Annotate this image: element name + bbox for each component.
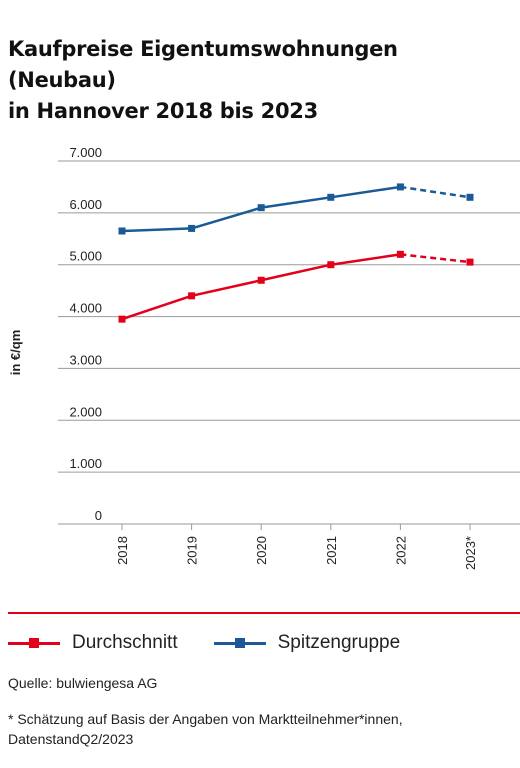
y-tick-label: 3.000	[69, 352, 102, 367]
data-point-spitzengruppe	[396, 183, 404, 191]
data-point-durchschnitt	[327, 261, 335, 269]
x-tick-label: 2018	[115, 536, 130, 565]
x-tick-label: 2020	[254, 536, 269, 565]
data-point-durchschnitt	[466, 258, 474, 266]
source-note: Quelle: bulwiengesa AG	[8, 675, 158, 691]
series-line-estimate-durchschnitt	[400, 253, 471, 264]
series-line-durchschnitt	[121, 253, 401, 321]
y-tick-label: 0	[95, 508, 102, 523]
legend-item-durchschnitt: Durchschnitt	[8, 632, 178, 654]
y-axis-label: in €/qm	[8, 330, 23, 376]
data-point-durchschnitt	[118, 315, 126, 323]
chart-title-line-1: Kaufpreise Eigentumswohnungen (Neubau)	[8, 37, 398, 92]
chart-title: Kaufpreise Eigentumswohnungen (Neubau) i…	[8, 34, 508, 127]
chart-title-line-2: in Hannover 2018 bis 2023	[8, 99, 318, 123]
legend-label-durchschnitt: Durchschnitt	[72, 632, 178, 653]
legend-marker-durchschnitt	[29, 638, 39, 648]
legend-swatch-spitzengruppe	[213, 637, 266, 649]
y-tick-label: 2.000	[69, 404, 102, 419]
data-point-durchschnitt	[396, 250, 404, 258]
series-line-estimate-spitzengruppe	[400, 185, 471, 199]
x-tick-label: 2023*	[463, 536, 478, 570]
legend-item-spitzengruppe: Spitzengruppe	[213, 632, 401, 654]
y-tick-label: 6.000	[69, 197, 102, 212]
legend-marker-spitzengruppe	[234, 638, 245, 648]
legend-label-spitzengruppe: Spitzengruppe	[277, 632, 401, 653]
data-point-spitzengruppe	[257, 204, 265, 212]
y-tick-label: 5.000	[69, 249, 102, 264]
x-tick-label: 2021	[324, 536, 339, 565]
line-chart: 0 1.000 2.000 3.000 4.000 5.000 6.000 7.000 in €…	[8, 145, 520, 570]
legend-swatch-durchschnitt	[8, 637, 60, 649]
data-point-spitzengruppe	[188, 224, 196, 232]
divider-rule	[8, 612, 520, 614]
data-point-durchschnitt	[257, 276, 265, 284]
data-point-spitzengruppe	[327, 193, 335, 201]
legend: Durchschnitt Spitzengruppe	[8, 628, 436, 658]
y-tick-label: 1.000	[69, 456, 102, 471]
footnote: * Schätzung auf Basis der Angaben von Ma…	[8, 711, 403, 747]
x-tick-label: 2019	[185, 536, 200, 565]
y-tick-label: 4.000	[69, 301, 102, 316]
data-point-durchschnitt	[188, 292, 196, 300]
x-tick-label: 2022	[393, 536, 408, 565]
data-point-spitzengruppe	[466, 193, 474, 201]
y-tick-label: 7.000	[69, 145, 102, 160]
data-point-spitzengruppe	[118, 227, 126, 235]
